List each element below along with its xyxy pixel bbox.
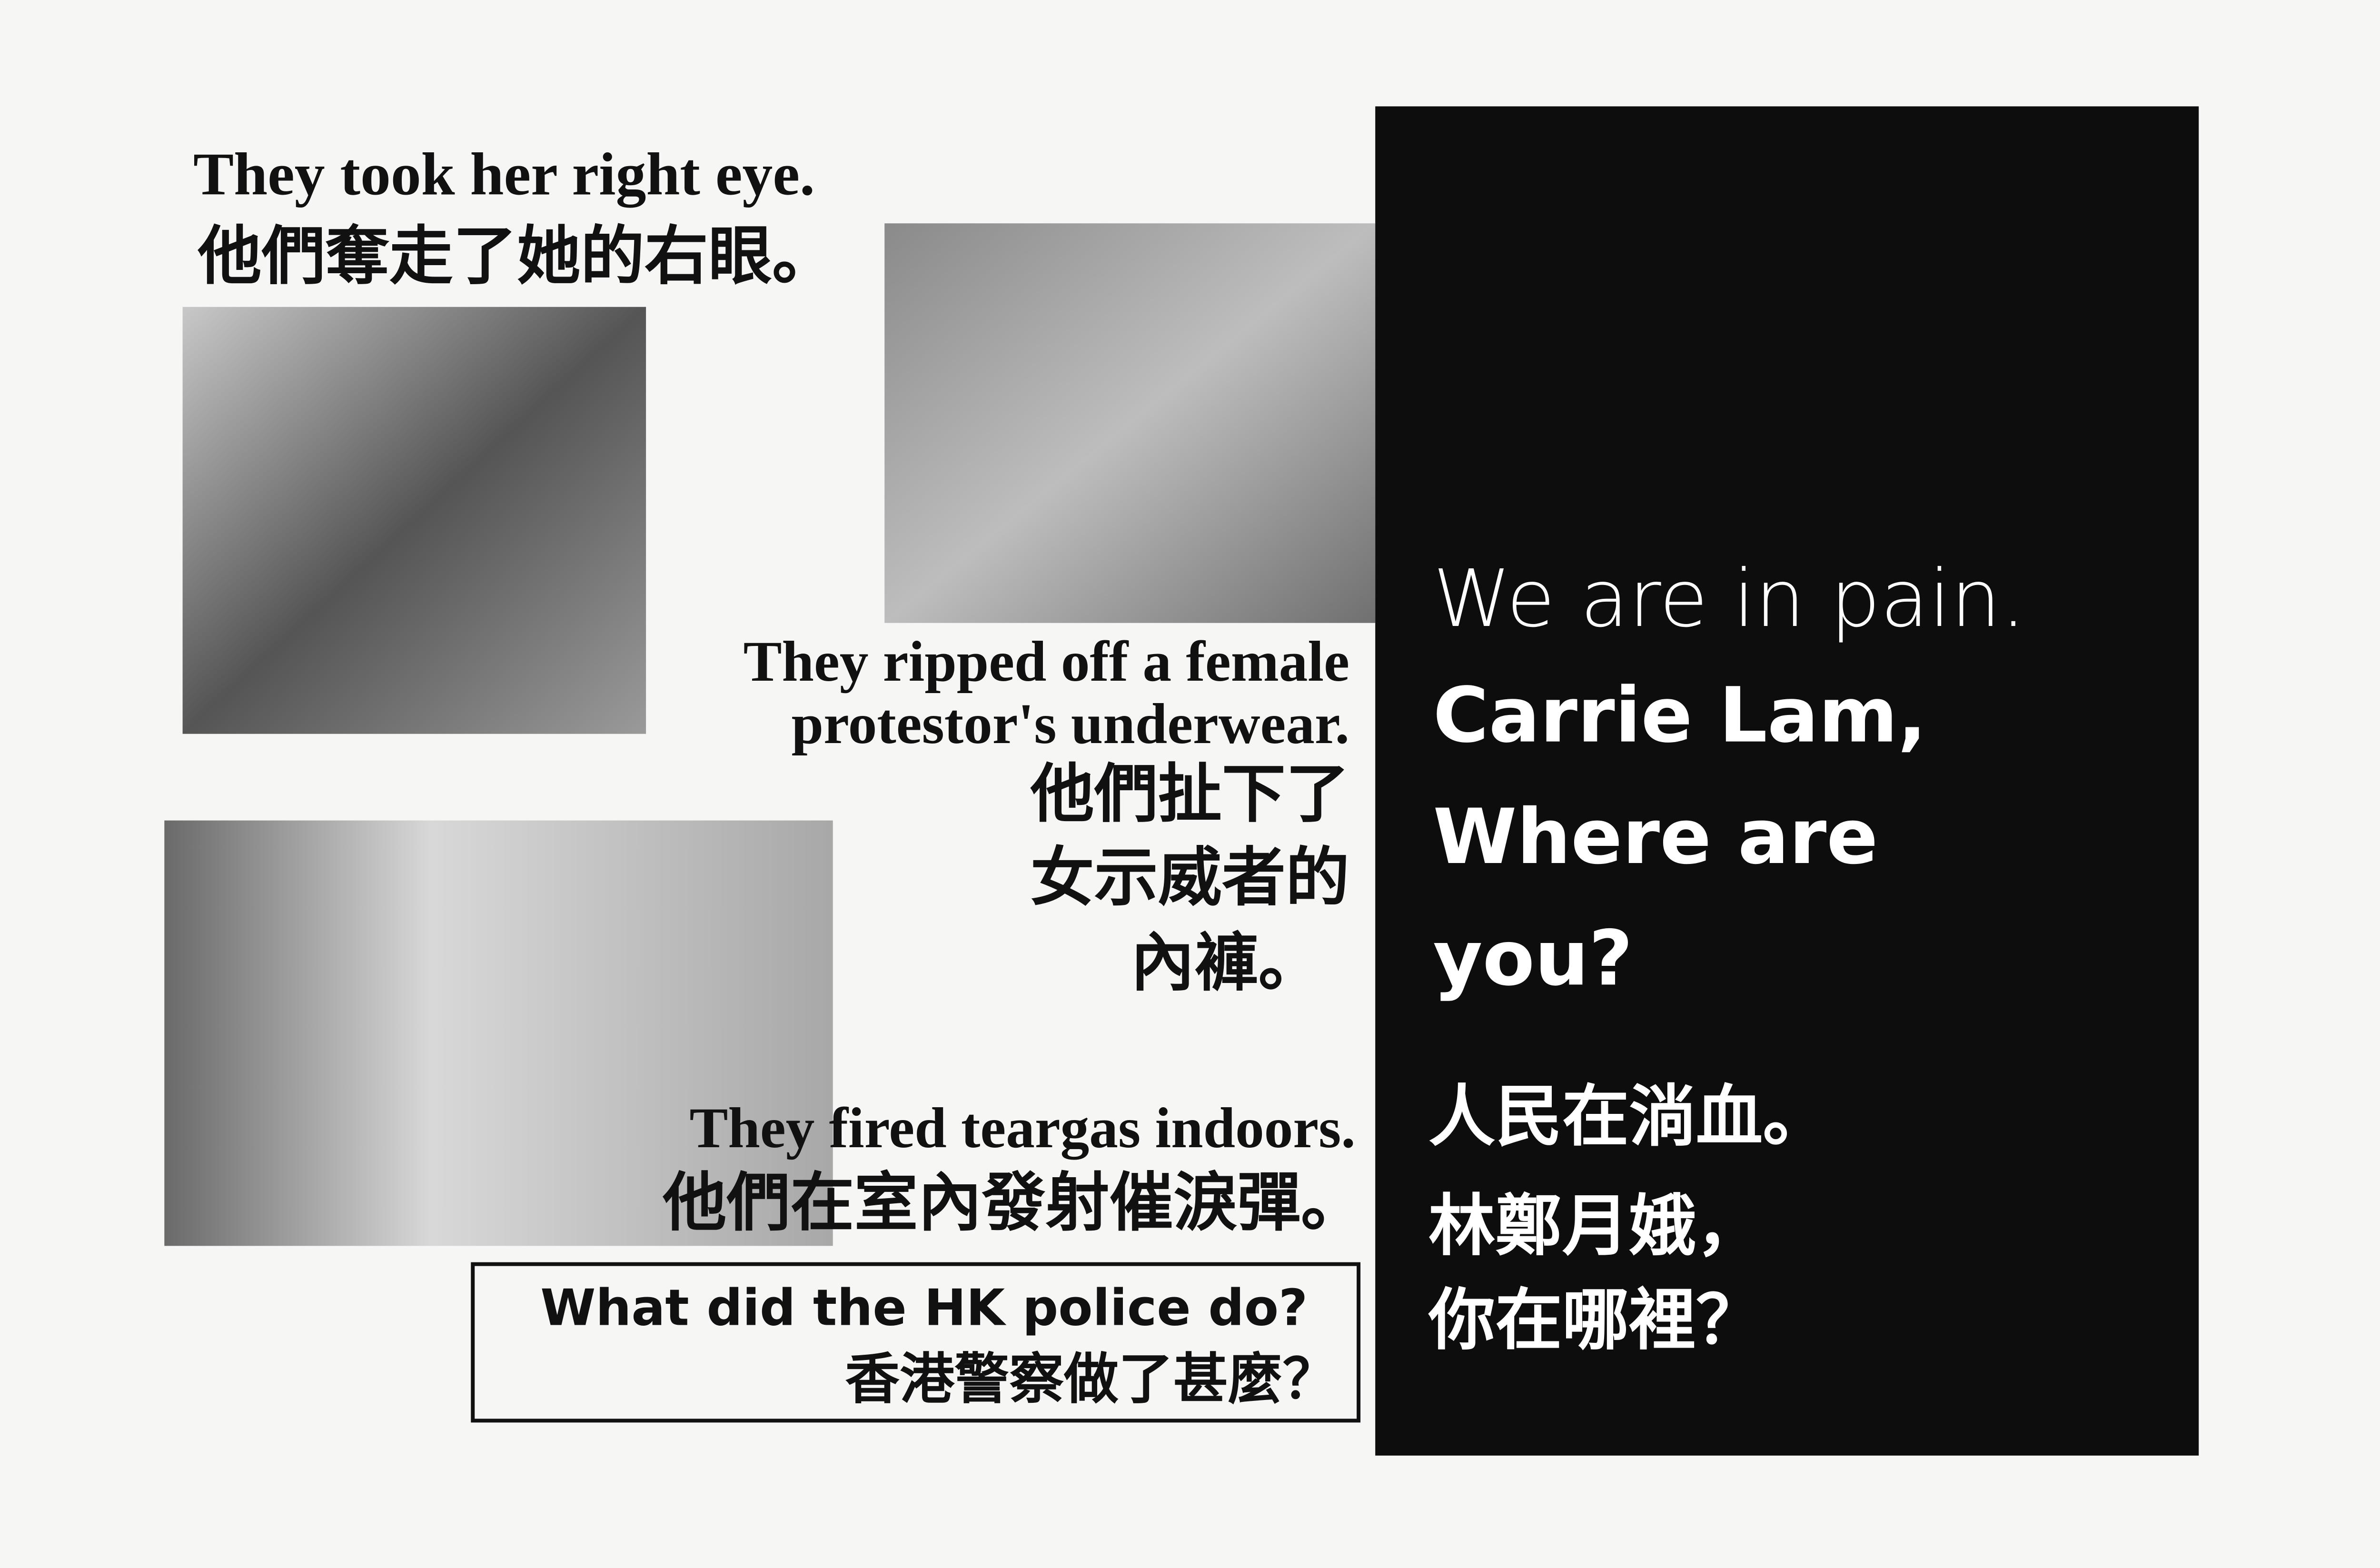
box-question-zh: 香港警察做了甚麼？ (845, 1347, 1337, 1411)
caption-en: They fired teargas indoors. (690, 1096, 1356, 1160)
question-box (471, 1262, 1361, 1423)
panel-line: Where are (1433, 793, 1878, 881)
caption-zh: 他們在室內發射催淚彈。 (662, 1165, 1365, 1240)
caption-zh: 他們扯下了 (1030, 756, 1349, 831)
caption-zh: 內褲。 (1130, 924, 1322, 1000)
panel-zh: 林鄭月娥， (1428, 1187, 1763, 1265)
photo (164, 820, 833, 1246)
panel-line: Carrie Lam, (1433, 671, 1927, 760)
caption-zh: 他們奪走了她的右眼。 (198, 218, 836, 293)
caption-zh: 女示威者的 (1031, 840, 1349, 915)
panel-intro: We are in pain. (1433, 553, 2026, 645)
photo (884, 223, 1376, 623)
box-question-en: What did the HK police do? (540, 1278, 1308, 1337)
panel-zh: 人民在淌血。 (1428, 1077, 1830, 1156)
panel-line: you? (1433, 914, 1633, 1002)
caption-en: They ripped off a female (744, 630, 1349, 694)
caption-en: protestor's underwear. (792, 692, 1349, 756)
photo (182, 307, 646, 734)
caption-en: They took her right eye. (193, 140, 815, 208)
panel-zh: 你在哪裡？ (1428, 1281, 1763, 1360)
black-panel (1375, 106, 2199, 1456)
